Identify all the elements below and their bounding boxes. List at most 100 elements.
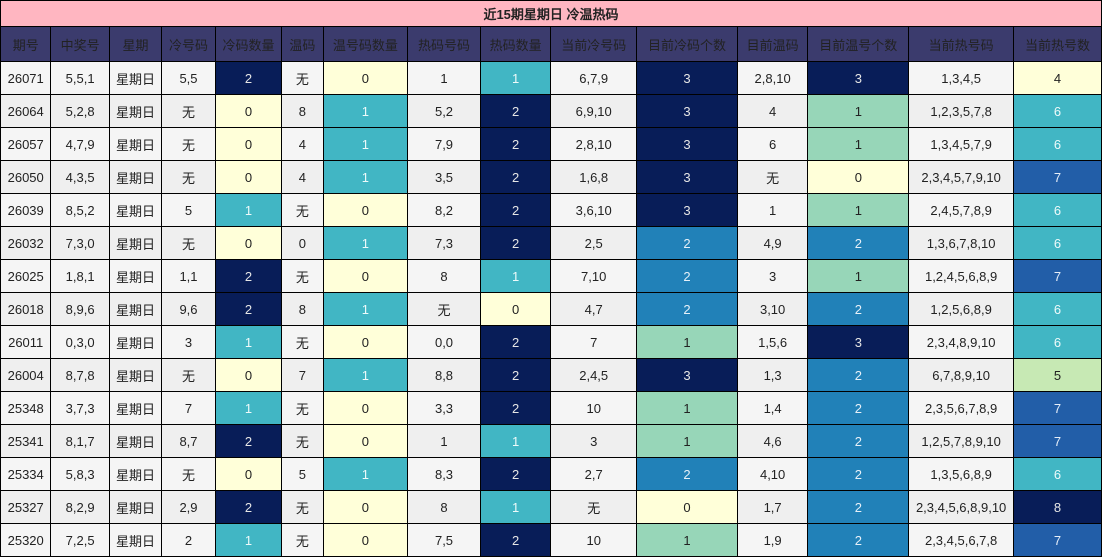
- warm-numbers-cell: 5: [281, 457, 324, 491]
- cold-numbers-cell: 5: [161, 193, 216, 227]
- warm-numbers-cell: 8: [281, 292, 324, 326]
- current-cold-cell: 7: [550, 325, 638, 359]
- current-hot-cell: 1,3,5,6,8,9: [908, 457, 1015, 491]
- cold-numbers-cell: 7: [161, 391, 216, 425]
- warm-numbers-cell: 无: [281, 391, 324, 425]
- column-header: 目前冷码个数: [636, 26, 738, 62]
- column-header: 当前冷号码: [550, 26, 638, 62]
- weekday-cell: 星期日: [108, 358, 163, 392]
- current-warm-count-cell: 2: [807, 292, 910, 326]
- cold-numbers-cell: 1,1: [161, 259, 216, 293]
- current-warm-count-cell: 2: [807, 523, 910, 557]
- cold-count-cell: 1: [214, 523, 283, 557]
- warm-numbers-cell: 无: [281, 325, 324, 359]
- current-cold-cell: 7,10: [550, 259, 638, 293]
- hot-numbers-cell: 7,3: [407, 226, 481, 260]
- current-cold-cell: 10: [550, 523, 638, 557]
- current-warm-cell: 1,9: [736, 523, 809, 557]
- warm-numbers-cell: 4: [281, 127, 324, 161]
- cold-numbers-cell: 无: [161, 457, 216, 491]
- hot-numbers-cell: 5,2: [407, 94, 481, 128]
- table-row: 26071 5,5,1 星期日 5,5 2 无 0 1 1 6,7,9 3 2,8,10 3 1,3,4,…: [0, 61, 1102, 95]
- cold-count-cell: 0: [214, 457, 283, 491]
- current-cold-count-cell: 3: [636, 358, 738, 392]
- table-row: 26004 8,7,8 星期日无 0 7 1 8,8 2 2,4,5 3 1,3 2 6,7,8,9,1…: [0, 358, 1102, 392]
- current-hot-count-cell: 7: [1013, 424, 1102, 458]
- winning-numbers-cell: 5,2,8: [50, 94, 110, 128]
- winning-numbers-cell: 7,3,0: [50, 226, 110, 260]
- winning-numbers-cell: 1,8,1: [50, 259, 110, 293]
- current-cold-count-cell: 1: [636, 424, 738, 458]
- warm-numbers-cell: 无: [281, 259, 324, 293]
- current-hot-count-cell: 6: [1013, 226, 1102, 260]
- period-cell: 25334: [0, 457, 52, 491]
- current-hot-count-cell: 7: [1013, 259, 1102, 293]
- current-cold-count-cell: 2: [636, 226, 738, 260]
- warm-numbers-cell: 无: [281, 61, 324, 95]
- current-warm-count-cell: 2: [807, 457, 910, 491]
- period-cell: 26032: [0, 226, 52, 260]
- table-row: 25334 5,8,3 星期日无 0 5 1 8,3 2 2,7 2 4,10 2 1,3,5,6,8,…: [0, 457, 1102, 491]
- current-hot-cell: 1,3,6,7,8,10: [908, 226, 1015, 260]
- warm-count-cell: 1: [322, 160, 409, 194]
- column-header: 目前温码: [736, 26, 809, 62]
- current-cold-count-cell: 2: [636, 457, 738, 491]
- current-warm-cell: 1,3: [736, 358, 809, 392]
- hot-numbers-cell: 8,2: [407, 193, 481, 227]
- current-warm-cell: 3,10: [736, 292, 809, 326]
- warm-numbers-cell: 无: [281, 523, 324, 557]
- hot-count-cell: 2: [479, 391, 552, 425]
- winning-numbers-cell: 8,5,2: [50, 193, 110, 227]
- column-header: 中奖号: [50, 26, 110, 62]
- cold-numbers-cell: 2,9: [161, 490, 216, 524]
- warm-numbers-cell: 无: [281, 424, 324, 458]
- hot-numbers-cell: 8: [407, 490, 481, 524]
- cold-numbers-cell: 无: [161, 358, 216, 392]
- current-cold-cell: 无: [550, 490, 638, 524]
- current-warm-count-cell: 1: [807, 259, 910, 293]
- current-hot-count-cell: 4: [1013, 61, 1102, 95]
- cold-count-cell: 1: [214, 193, 283, 227]
- winning-numbers-cell: 5,5,1: [50, 61, 110, 95]
- hot-numbers-cell: 8: [407, 259, 481, 293]
- current-cold-count-cell: 1: [636, 391, 738, 425]
- current-warm-cell: 1,5,6: [736, 325, 809, 359]
- column-header: 冷号码: [161, 26, 216, 62]
- hot-count-cell: 1: [479, 259, 552, 293]
- period-cell: 26050: [0, 160, 52, 194]
- current-warm-cell: 4,9: [736, 226, 809, 260]
- current-hot-cell: 2,4,5,7,8,9: [908, 193, 1015, 227]
- weekday-cell: 星期日: [108, 457, 163, 491]
- warm-count-cell: 0: [322, 490, 409, 524]
- current-cold-count-cell: 3: [636, 94, 738, 128]
- current-warm-cell: 3: [736, 259, 809, 293]
- current-warm-cell: 6: [736, 127, 809, 161]
- column-header: 目前温号个数: [807, 26, 910, 62]
- column-header: 当前热号码: [908, 26, 1015, 62]
- table-row: 25320 7,2,5 星期日 2 1 无 0 7,5 2 10 1 1,9 2 2,3,4,5,6,7,…: [0, 523, 1102, 557]
- warm-count-cell: 0: [322, 523, 409, 557]
- weekday-cell: 星期日: [108, 259, 163, 293]
- period-cell: 26025: [0, 259, 52, 293]
- period-cell: 26039: [0, 193, 52, 227]
- warm-numbers-cell: 0: [281, 226, 324, 260]
- current-warm-count-cell: 2: [807, 358, 910, 392]
- cold-numbers-cell: 2: [161, 523, 216, 557]
- winning-numbers-cell: 8,9,6: [50, 292, 110, 326]
- current-hot-cell: 2,3,5,6,7,8,9: [908, 391, 1015, 425]
- current-hot-cell: 1,3,4,5,7,9: [908, 127, 1015, 161]
- current-hot-cell: 2,3,4,5,7,9,10: [908, 160, 1015, 194]
- current-warm-cell: 1,4: [736, 391, 809, 425]
- cold-numbers-cell: 8,7: [161, 424, 216, 458]
- cold-count-cell: 2: [214, 424, 283, 458]
- current-hot-count-cell: 6: [1013, 325, 1102, 359]
- hot-numbers-cell: 无: [407, 292, 481, 326]
- current-warm-cell: 4,10: [736, 457, 809, 491]
- warm-count-cell: 0: [322, 61, 409, 95]
- hot-numbers-cell: 0,0: [407, 325, 481, 359]
- warm-count-cell: 1: [322, 226, 409, 260]
- column-header: 星期: [108, 26, 163, 62]
- hot-count-cell: 1: [479, 61, 552, 95]
- current-cold-count-cell: 2: [636, 292, 738, 326]
